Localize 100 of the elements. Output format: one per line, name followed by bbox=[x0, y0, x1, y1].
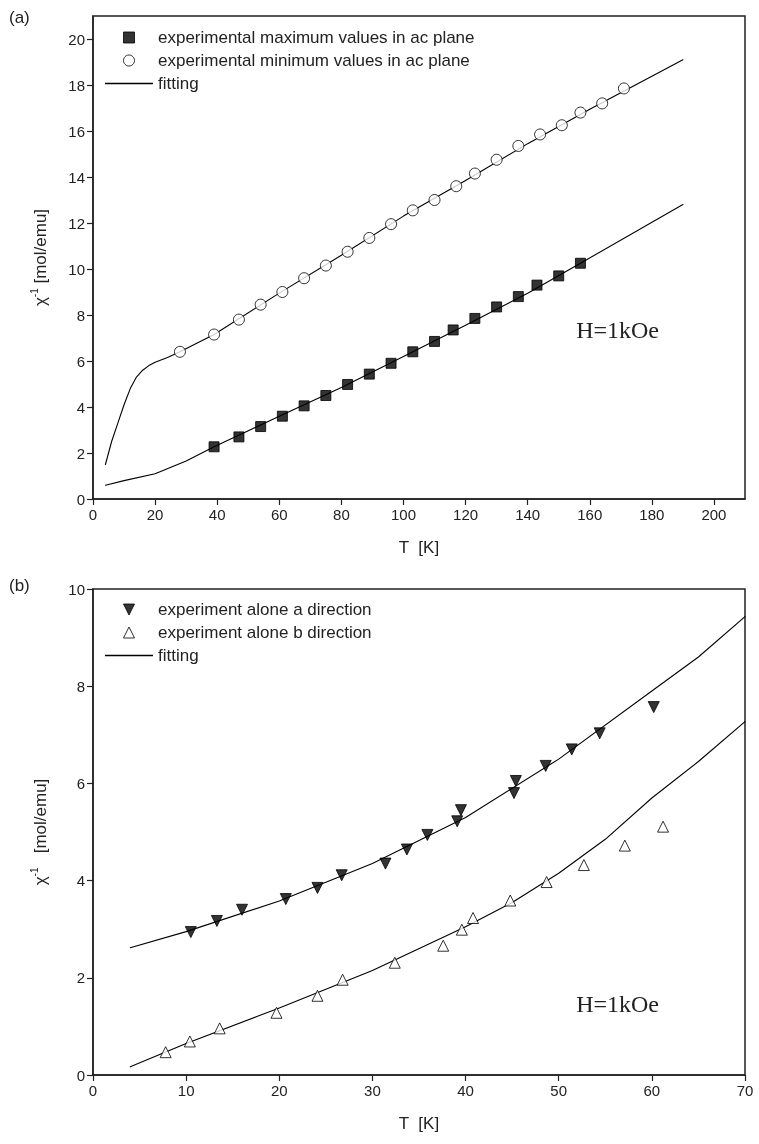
point bbox=[534, 128, 547, 141]
point bbox=[657, 820, 670, 833]
point bbox=[232, 313, 245, 326]
y-tick-label: 8 bbox=[76, 677, 85, 695]
x-tick-label: 30 bbox=[364, 1082, 381, 1099]
point bbox=[539, 759, 552, 772]
point bbox=[336, 973, 349, 986]
x-tick-label: 100 bbox=[390, 506, 416, 523]
point bbox=[574, 106, 587, 119]
point bbox=[451, 815, 464, 828]
point bbox=[491, 301, 503, 313]
point bbox=[596, 97, 609, 110]
point bbox=[183, 1035, 196, 1048]
point bbox=[276, 410, 288, 422]
point bbox=[508, 787, 521, 800]
y-tick-label: 10 bbox=[68, 580, 85, 598]
legend-label: experiment alone b direction bbox=[158, 623, 372, 642]
point bbox=[298, 400, 310, 412]
legend-label: fitting bbox=[158, 646, 199, 665]
point bbox=[647, 701, 660, 714]
point bbox=[208, 441, 220, 453]
y-tick-label: 14 bbox=[68, 168, 85, 186]
text: χ-1 [mol/emu] bbox=[28, 778, 50, 886]
point bbox=[311, 881, 324, 894]
point bbox=[574, 257, 586, 269]
point bbox=[490, 153, 503, 166]
y-tick-label: 20 bbox=[68, 30, 85, 48]
point bbox=[210, 914, 223, 927]
y-tick-label: 2 bbox=[76, 969, 85, 987]
point bbox=[276, 286, 289, 298]
point bbox=[509, 774, 522, 787]
x-tick-label: 60 bbox=[643, 1082, 661, 1099]
y-tick-label: 18 bbox=[68, 76, 85, 94]
annotation: H=1kOe bbox=[576, 317, 660, 343]
point bbox=[208, 328, 221, 341]
point bbox=[341, 245, 354, 258]
point bbox=[184, 926, 197, 939]
point bbox=[617, 82, 630, 95]
x-tick-label: 80 bbox=[333, 506, 350, 523]
x-tick-label: 50 bbox=[550, 1082, 568, 1099]
point bbox=[320, 390, 332, 401]
x-tick-label: 140 bbox=[515, 506, 541, 523]
point bbox=[468, 167, 481, 180]
point bbox=[159, 1046, 172, 1059]
point bbox=[531, 279, 543, 291]
legend-label: experiment alone a direction bbox=[158, 600, 372, 619]
x-tick-label: 180 bbox=[639, 506, 665, 523]
line-series bbox=[104, 204, 684, 486]
x-tick-label: 40 bbox=[457, 1082, 474, 1099]
x-tick-label: 0 bbox=[88, 506, 98, 523]
x-tick-label: 200 bbox=[701, 506, 727, 523]
x-tick-label: 120 bbox=[453, 506, 479, 523]
point bbox=[577, 859, 590, 872]
chart-title: (b) bbox=[9, 576, 30, 595]
point bbox=[173, 345, 186, 358]
x-tick-label: 20 bbox=[146, 506, 164, 523]
y-tick-label: 0 bbox=[76, 1066, 85, 1084]
point bbox=[429, 335, 441, 347]
y-axis-title: χ-1 [mol/emu] bbox=[28, 208, 50, 307]
point bbox=[428, 194, 441, 206]
point bbox=[504, 894, 517, 907]
point bbox=[388, 956, 401, 969]
legend-label: fitting bbox=[158, 74, 199, 93]
point bbox=[319, 259, 332, 272]
y-tick-label: 4 bbox=[76, 872, 85, 890]
point bbox=[593, 727, 606, 740]
point bbox=[279, 893, 292, 906]
x-tick-label: 160 bbox=[577, 506, 603, 523]
point bbox=[421, 828, 434, 841]
point bbox=[255, 421, 267, 433]
point bbox=[565, 743, 578, 756]
point bbox=[335, 869, 348, 882]
legend-label: experimental maximum values in ac plane bbox=[158, 28, 475, 47]
point bbox=[618, 839, 631, 852]
point bbox=[407, 346, 419, 358]
point bbox=[406, 204, 419, 217]
point bbox=[213, 1022, 226, 1035]
x-axis-title: T [K] bbox=[398, 538, 440, 557]
line-series bbox=[129, 721, 746, 1068]
point bbox=[385, 218, 398, 231]
y-tick-label: 6 bbox=[76, 774, 85, 792]
x-tick-label: 20 bbox=[270, 1082, 288, 1099]
y-tick-label: 8 bbox=[76, 306, 85, 324]
point bbox=[342, 378, 354, 390]
x-tick-label: 40 bbox=[208, 506, 226, 523]
x-axis-title: T [K] bbox=[398, 1114, 440, 1133]
point bbox=[379, 857, 392, 870]
point bbox=[437, 939, 450, 952]
point bbox=[311, 989, 324, 1002]
point bbox=[298, 272, 311, 285]
y-tick-label: 0 bbox=[76, 490, 85, 508]
point bbox=[555, 119, 568, 132]
y-tick-label: 6 bbox=[76, 352, 85, 370]
point bbox=[512, 291, 524, 303]
x-tick-label: 10 bbox=[177, 1082, 195, 1099]
point bbox=[447, 324, 459, 336]
line-series bbox=[129, 616, 746, 949]
point bbox=[236, 903, 249, 916]
x-tick-label: 70 bbox=[736, 1082, 754, 1099]
point bbox=[553, 270, 565, 282]
